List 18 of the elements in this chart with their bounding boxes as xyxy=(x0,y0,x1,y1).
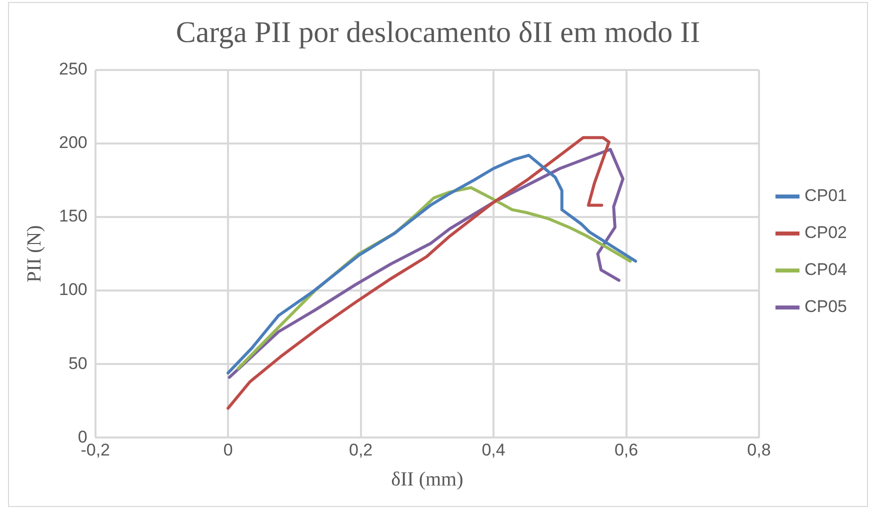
y-axis-title: PII (N) xyxy=(23,225,46,282)
legend-label: CP05 xyxy=(804,297,848,316)
legend-label: CP02 xyxy=(804,223,848,242)
x-tick-label: 0 xyxy=(223,440,233,460)
x-axis-title: δII (mm) xyxy=(391,468,464,490)
y-tick-label: 200 xyxy=(58,133,88,152)
y-tick-label: 250 xyxy=(58,60,88,79)
x-tick-label: 0,4 xyxy=(482,440,506,460)
chart-title: Carga PII por deslocamento δII em modo II xyxy=(176,16,700,49)
x-tick-label: 0,6 xyxy=(614,440,638,460)
y-tick-label: 0 xyxy=(78,427,88,446)
x-tick-label: 0,8 xyxy=(747,440,771,460)
y-tick-label: 100 xyxy=(58,280,88,300)
legend-label: CP01 xyxy=(804,186,848,206)
y-tick-label: 50 xyxy=(68,354,88,373)
y-tick-label: 150 xyxy=(58,206,88,226)
x-tick-label: 0,2 xyxy=(348,440,373,460)
legend-label: CP04 xyxy=(804,260,848,280)
